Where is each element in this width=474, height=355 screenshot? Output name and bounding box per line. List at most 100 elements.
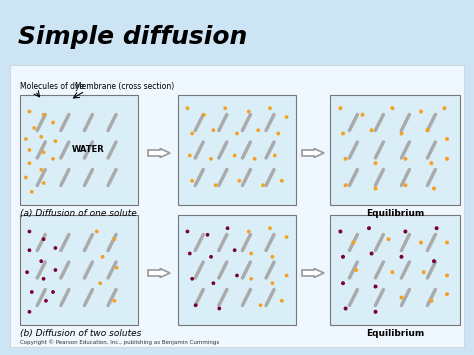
Circle shape xyxy=(189,154,191,157)
Circle shape xyxy=(285,236,288,238)
Circle shape xyxy=(250,278,252,280)
Bar xyxy=(10,65,464,347)
Circle shape xyxy=(99,282,101,284)
Text: WATER: WATER xyxy=(72,146,104,154)
Circle shape xyxy=(212,282,215,284)
Bar xyxy=(178,215,296,325)
Circle shape xyxy=(277,132,280,135)
Circle shape xyxy=(339,107,342,109)
Circle shape xyxy=(116,267,118,269)
Circle shape xyxy=(250,252,252,255)
Circle shape xyxy=(368,227,370,229)
Text: Equilibrium: Equilibrium xyxy=(366,329,424,338)
Circle shape xyxy=(400,132,403,135)
Circle shape xyxy=(25,138,27,140)
Circle shape xyxy=(404,184,407,186)
Circle shape xyxy=(40,169,42,171)
Circle shape xyxy=(236,132,238,135)
Circle shape xyxy=(40,260,42,262)
Circle shape xyxy=(419,241,422,244)
Circle shape xyxy=(342,132,344,135)
Circle shape xyxy=(42,238,45,240)
Circle shape xyxy=(419,110,422,113)
Circle shape xyxy=(31,291,33,293)
Circle shape xyxy=(435,227,438,229)
Text: (a) Diffusion of one solute: (a) Diffusion of one solute xyxy=(20,209,137,218)
Circle shape xyxy=(430,162,433,164)
Circle shape xyxy=(28,149,31,151)
Bar xyxy=(20,215,138,325)
Circle shape xyxy=(96,230,98,233)
Circle shape xyxy=(210,256,212,258)
Circle shape xyxy=(191,180,193,182)
Circle shape xyxy=(25,176,27,179)
Circle shape xyxy=(101,256,104,258)
Circle shape xyxy=(374,311,377,313)
Circle shape xyxy=(400,256,403,258)
Circle shape xyxy=(234,249,236,251)
Circle shape xyxy=(203,114,205,116)
Circle shape xyxy=(281,180,283,182)
Circle shape xyxy=(400,296,403,299)
Circle shape xyxy=(391,107,394,109)
Text: Membrane (cross section): Membrane (cross section) xyxy=(75,82,174,91)
Circle shape xyxy=(391,271,394,273)
Circle shape xyxy=(247,110,250,113)
Circle shape xyxy=(186,230,189,233)
Circle shape xyxy=(52,158,54,160)
Circle shape xyxy=(342,282,344,284)
Circle shape xyxy=(430,300,433,302)
Circle shape xyxy=(446,158,448,160)
Circle shape xyxy=(374,285,377,288)
Circle shape xyxy=(227,227,229,229)
Circle shape xyxy=(113,238,116,240)
Circle shape xyxy=(191,278,193,280)
Circle shape xyxy=(28,110,31,113)
Circle shape xyxy=(374,187,377,190)
Circle shape xyxy=(446,138,448,140)
Circle shape xyxy=(433,260,435,262)
Circle shape xyxy=(54,269,56,271)
FancyArrow shape xyxy=(148,148,170,158)
Circle shape xyxy=(31,191,33,193)
Circle shape xyxy=(370,252,373,255)
Circle shape xyxy=(33,127,36,129)
Circle shape xyxy=(42,278,45,280)
Circle shape xyxy=(446,293,448,295)
Circle shape xyxy=(257,129,259,131)
Circle shape xyxy=(344,307,347,310)
Circle shape xyxy=(433,187,435,190)
Bar xyxy=(330,95,460,205)
Circle shape xyxy=(224,107,227,109)
Text: Equilibrium: Equilibrium xyxy=(366,209,424,218)
Circle shape xyxy=(215,184,217,186)
Circle shape xyxy=(52,291,54,293)
Circle shape xyxy=(285,274,288,277)
Circle shape xyxy=(186,107,189,109)
Circle shape xyxy=(271,282,273,284)
Circle shape xyxy=(422,271,425,273)
Circle shape xyxy=(446,241,448,244)
Text: (b) Diffusion of two solutes: (b) Diffusion of two solutes xyxy=(20,329,141,338)
Circle shape xyxy=(387,238,390,240)
Circle shape xyxy=(45,300,47,302)
Circle shape xyxy=(339,230,342,233)
Circle shape xyxy=(404,230,407,233)
Circle shape xyxy=(273,154,276,157)
Circle shape xyxy=(254,158,256,160)
Bar xyxy=(330,215,460,325)
Circle shape xyxy=(262,184,264,186)
Circle shape xyxy=(28,311,31,313)
Circle shape xyxy=(26,271,28,273)
Circle shape xyxy=(247,230,250,233)
Circle shape xyxy=(259,304,262,306)
Circle shape xyxy=(281,300,283,302)
Text: Molecules of dye: Molecules of dye xyxy=(20,82,84,91)
Circle shape xyxy=(361,114,364,116)
Circle shape xyxy=(28,230,31,233)
Bar xyxy=(178,95,296,205)
Circle shape xyxy=(446,274,448,277)
Circle shape xyxy=(269,107,271,109)
Circle shape xyxy=(344,184,347,186)
Circle shape xyxy=(113,300,116,302)
